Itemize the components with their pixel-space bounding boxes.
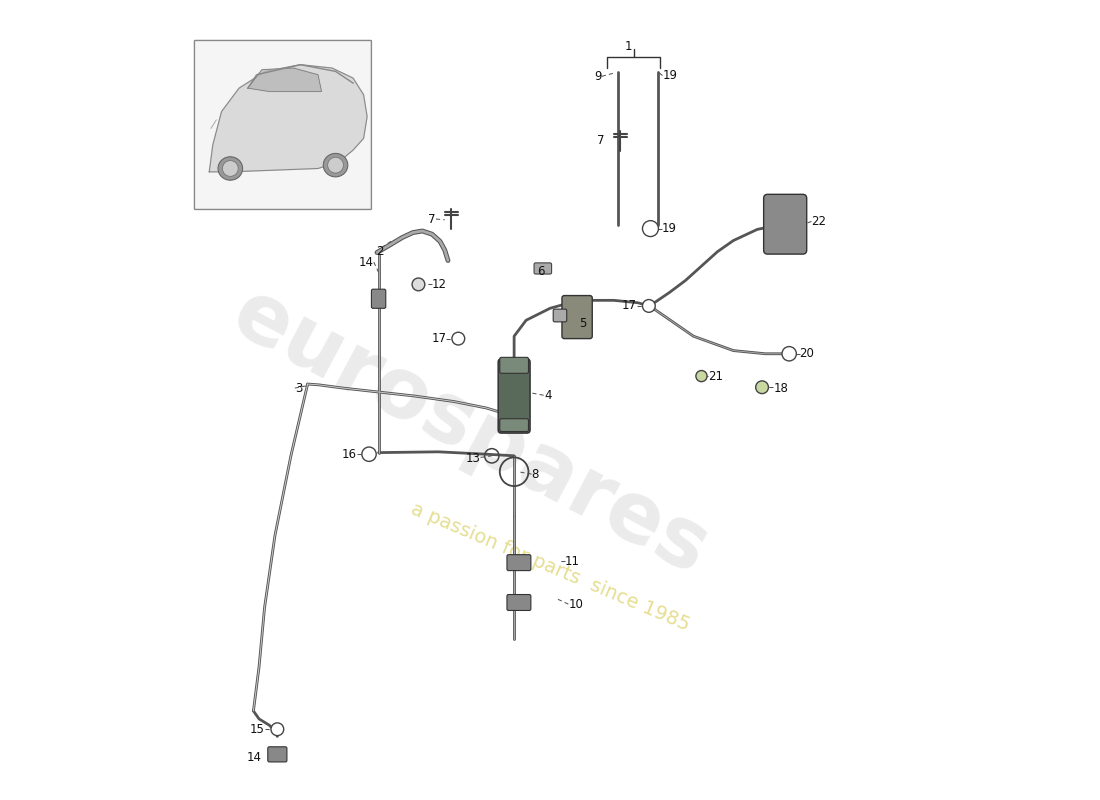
Circle shape	[782, 346, 796, 361]
Text: 7: 7	[429, 213, 436, 226]
Text: 8: 8	[531, 468, 539, 481]
FancyBboxPatch shape	[195, 41, 372, 210]
Text: 17: 17	[431, 332, 447, 345]
Circle shape	[328, 158, 343, 173]
Text: 3: 3	[295, 382, 302, 394]
Text: 2: 2	[376, 246, 384, 258]
Text: 19: 19	[662, 69, 678, 82]
Circle shape	[222, 161, 239, 176]
Text: 5: 5	[580, 317, 587, 330]
Circle shape	[412, 278, 425, 290]
Circle shape	[696, 370, 707, 382]
FancyBboxPatch shape	[535, 263, 551, 274]
FancyBboxPatch shape	[553, 309, 566, 322]
Text: 13: 13	[465, 452, 481, 465]
FancyBboxPatch shape	[499, 418, 528, 431]
Text: 22: 22	[812, 215, 826, 228]
Ellipse shape	[218, 157, 243, 180]
Text: 20: 20	[800, 347, 814, 360]
Text: 16: 16	[342, 448, 358, 461]
FancyBboxPatch shape	[267, 746, 287, 762]
Text: 19: 19	[661, 222, 676, 235]
Circle shape	[271, 723, 284, 736]
Circle shape	[452, 332, 464, 345]
Circle shape	[642, 299, 656, 312]
Text: 10: 10	[569, 598, 583, 610]
Circle shape	[362, 447, 376, 462]
Text: 14: 14	[359, 255, 374, 269]
Text: 14: 14	[246, 750, 262, 764]
Ellipse shape	[323, 154, 348, 177]
FancyBboxPatch shape	[498, 359, 530, 433]
Text: 7: 7	[596, 134, 604, 147]
Text: a passion for parts  since 1985: a passion for parts since 1985	[408, 500, 692, 635]
Text: 12: 12	[432, 278, 447, 291]
Polygon shape	[248, 68, 321, 91]
Polygon shape	[209, 65, 367, 172]
FancyBboxPatch shape	[763, 194, 806, 254]
Circle shape	[642, 221, 659, 237]
FancyBboxPatch shape	[507, 594, 531, 610]
Text: 4: 4	[544, 389, 552, 402]
FancyBboxPatch shape	[372, 289, 386, 308]
Text: 18: 18	[773, 382, 788, 395]
Text: eurospares: eurospares	[218, 272, 723, 591]
Text: 9: 9	[594, 70, 602, 83]
FancyBboxPatch shape	[507, 554, 531, 570]
Text: 17: 17	[621, 299, 637, 313]
FancyBboxPatch shape	[499, 358, 528, 374]
Circle shape	[756, 381, 769, 394]
Text: 21: 21	[708, 370, 723, 383]
Text: 15: 15	[250, 722, 265, 736]
Text: 1: 1	[625, 39, 631, 53]
Text: 11: 11	[565, 554, 580, 567]
FancyBboxPatch shape	[562, 295, 592, 338]
Text: 6: 6	[537, 265, 544, 278]
